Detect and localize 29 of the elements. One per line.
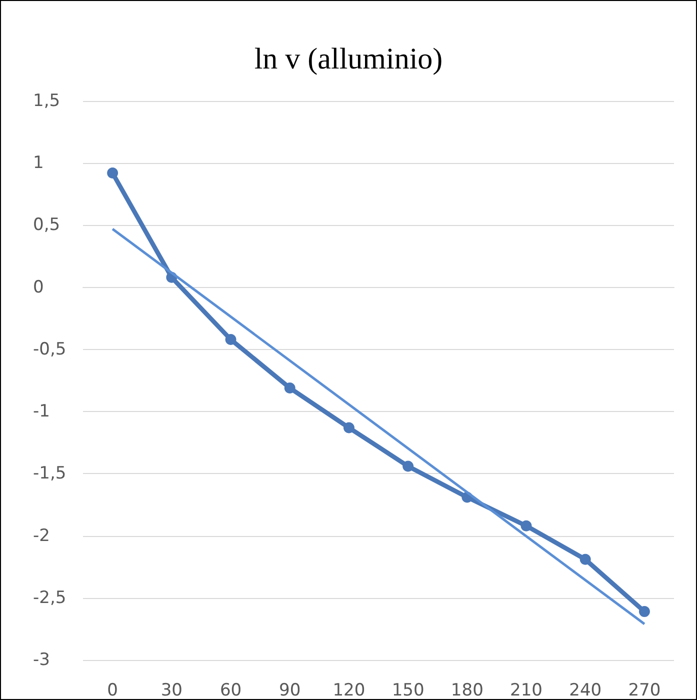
x-tick-label: 210: [510, 680, 542, 700]
point: [402, 460, 414, 472]
x-tick-label: 120: [332, 680, 366, 700]
point: [284, 382, 296, 394]
y-tick-label: 0,5: [33, 215, 60, 236]
x-tick-label: 270: [628, 680, 661, 700]
y-tick-label: -3: [33, 650, 50, 670]
point: [225, 334, 236, 346]
y-tick-label: 1: [33, 153, 44, 174]
x-tick-label: 180: [450, 680, 484, 700]
point: [580, 554, 591, 565]
y-tick-label: -1: [33, 402, 50, 422]
x-tick-label: 150: [392, 680, 424, 700]
point: [638, 606, 650, 618]
x-tick-label: 30: [160, 680, 182, 700]
y-tick-label: -2,5: [33, 588, 66, 608]
point: [107, 168, 118, 179]
point: [520, 520, 532, 532]
x-tick-label: 0: [107, 680, 118, 700]
point: [343, 422, 354, 434]
y-tick-label: -2: [33, 526, 50, 546]
y-tick-label: -1,5: [33, 464, 66, 484]
x-tick-label: 240: [569, 680, 602, 700]
x-tick-label: 60: [220, 680, 242, 700]
chart-title: ln v (alluminio): [254, 42, 443, 76]
x-tick-label: 90: [279, 680, 301, 700]
y-tick-label: -0,5: [33, 339, 66, 360]
y-tick-label: 1,5: [33, 91, 60, 111]
y-tick-label: 0: [33, 277, 44, 298]
